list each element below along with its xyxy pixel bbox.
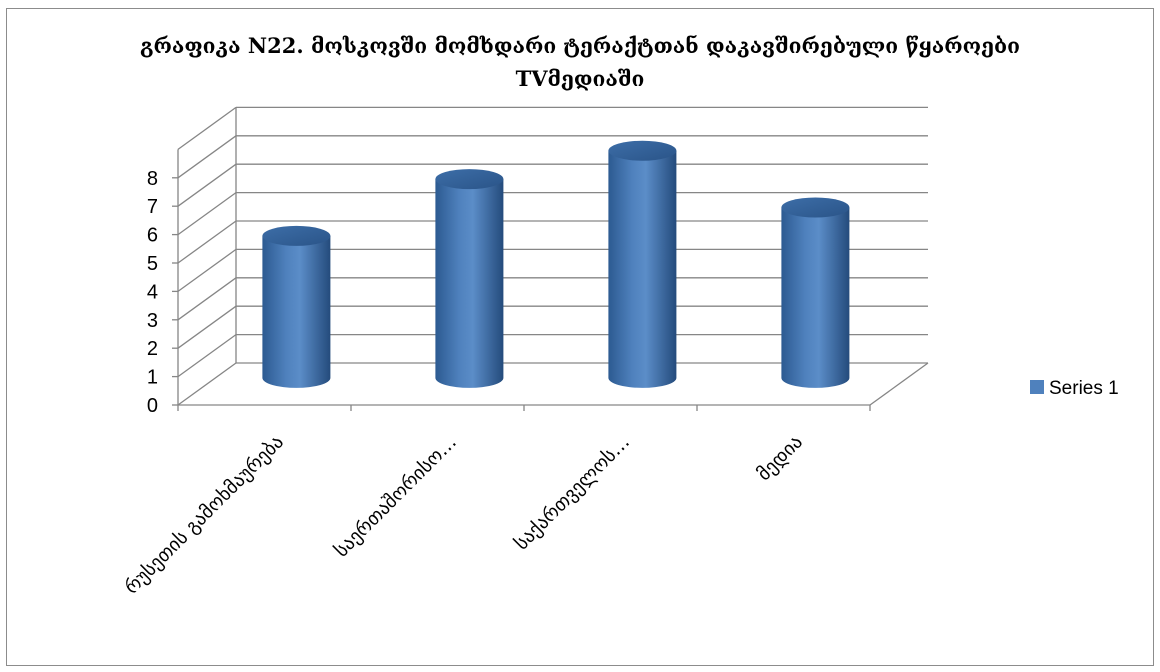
gridline-side (177, 248, 237, 292)
axes (172, 107, 929, 411)
category-label: რუსეთის გამოხმაურება (121, 431, 288, 598)
category-label: მედია (753, 431, 807, 485)
gridline-side (177, 106, 237, 150)
gridline-side (177, 305, 237, 349)
y-tick-label: 1 (147, 367, 158, 389)
category-label: საქართველოს… (510, 431, 634, 555)
bar-cap (781, 197, 850, 218)
bar (435, 169, 504, 388)
legend-label: Series 1 (1049, 378, 1119, 399)
chart-title-line-2: TVმედიაში (516, 66, 645, 91)
y-tick-label: 6 (147, 225, 158, 247)
bar-body (435, 179, 504, 388)
gridline-side (177, 362, 237, 406)
y-tick-label: 7 (147, 196, 158, 218)
gridline-side (177, 220, 237, 264)
gridline-side (177, 135, 237, 179)
bar (608, 140, 677, 388)
legend: Series 1 (1030, 378, 1119, 399)
gridline-side (177, 192, 237, 236)
legend-swatch (1030, 380, 1044, 394)
y-tick-labels: 0 1 2 3 4 5 6 7 8 (147, 168, 158, 417)
bar (781, 197, 850, 388)
gridline-side (177, 334, 237, 378)
bar-body (262, 235, 331, 388)
y-tick-label: 3 (147, 310, 158, 332)
y-tick-label: 4 (147, 281, 158, 303)
chart-frame (6, 8, 1154, 666)
bar-body (608, 150, 677, 388)
bar-body (781, 207, 850, 388)
bar (262, 225, 331, 388)
y-tick-label: 2 (147, 338, 158, 360)
bar-cap (608, 140, 677, 161)
chart-title-line-1: გრაფიკა N22. მოსკოვში მომხდარი ტერაქტთან… (140, 33, 1020, 58)
bars (262, 140, 850, 388)
category-label: საერთაშორისო… (330, 431, 461, 562)
gridline-side (177, 277, 237, 321)
category-labels: რუსეთის გამოხმაურება საერთაშორისო… საქართვ… (121, 431, 807, 598)
y-tick-label: 5 (147, 253, 158, 275)
bar-cap (262, 225, 331, 246)
y-tick-label: 8 (147, 168, 158, 190)
bar-cap (435, 169, 504, 190)
gridline-side (177, 163, 237, 207)
floor-edge (869, 362, 929, 406)
y-tick-label: 0 (147, 395, 158, 417)
